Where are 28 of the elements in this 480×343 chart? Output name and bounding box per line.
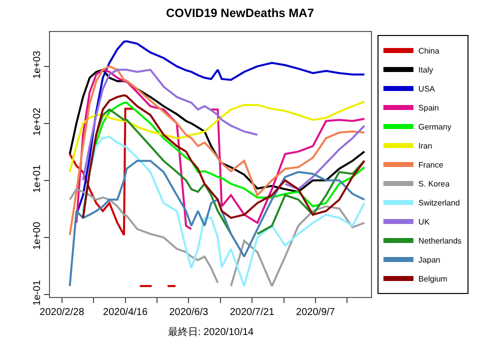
- legend-label: Belgium: [418, 274, 448, 284]
- line-series: [68, 160, 366, 288]
- legend-label: Spain: [418, 104, 439, 113]
- y-tick-label: 1e+00: [32, 221, 43, 250]
- legend-label: Netherlands: [418, 236, 462, 246]
- x-tick-label: 2020/6/3: [169, 307, 209, 318]
- legend-label: Germany: [418, 122, 452, 132]
- legend-label: S. Korea: [418, 180, 450, 189]
- legend-label: France: [418, 160, 444, 170]
- chart-title: COVID19 NewDeaths MA7: [166, 6, 314, 20]
- x-tick-label: 2020/7/21: [230, 307, 275, 318]
- text: 最終日: 2020/10/14: [168, 326, 254, 338]
- legend-label: China: [418, 46, 440, 56]
- legend-label: USA: [418, 84, 436, 94]
- x-tick-label: 2020/4/16: [103, 307, 148, 318]
- legend-label: Italy: [418, 66, 434, 75]
- legend-label: Switzerland: [418, 198, 460, 208]
- line-series: [68, 100, 366, 174]
- y-tick-label: 1e+03: [32, 50, 43, 79]
- y-tick-label: 1e+02: [32, 107, 43, 136]
- legend-label: Iran: [418, 142, 432, 151]
- y-tick-label: 1e-01: [32, 280, 43, 306]
- legend-label: Japan: [418, 256, 440, 265]
- line-series: [82, 136, 366, 288]
- x-tick-label: 2020/2/28: [40, 307, 85, 318]
- legend-label: UK: [418, 218, 430, 227]
- x-tick-label: 2020/9/7: [296, 307, 336, 318]
- y-tick-label: 1e+01: [32, 164, 43, 193]
